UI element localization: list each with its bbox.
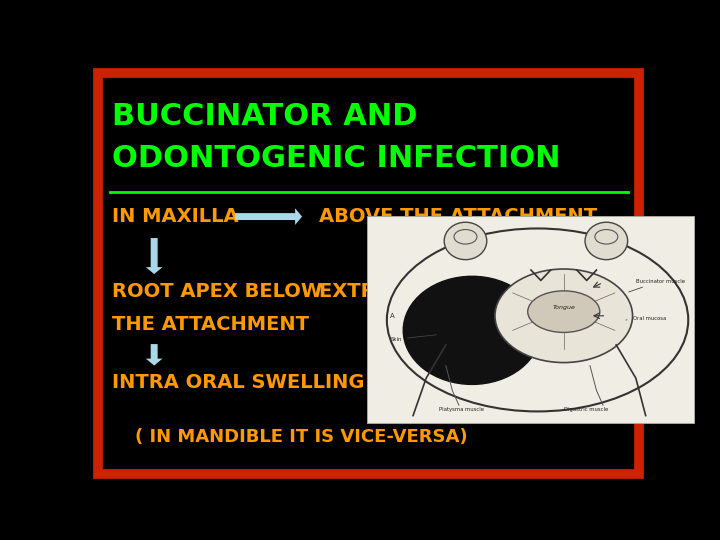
Text: THE ATTACHMENT: THE ATTACHMENT (112, 315, 310, 334)
Text: Skin: Skin (390, 335, 436, 342)
Ellipse shape (403, 276, 541, 384)
Text: Oral mucosa: Oral mucosa (626, 316, 666, 321)
Ellipse shape (585, 222, 628, 260)
Text: BUCCINATOR AND: BUCCINATOR AND (112, 102, 418, 131)
Text: INTRA ORAL SWELLING: INTRA ORAL SWELLING (112, 373, 365, 393)
Ellipse shape (387, 228, 688, 411)
Text: Platysma muscle: Platysma muscle (439, 407, 485, 412)
Text: Digastric muscle: Digastric muscle (564, 407, 608, 412)
Ellipse shape (528, 291, 600, 333)
Text: ABOVE THE ATTACHMENT: ABOVE THE ATTACHMENT (319, 207, 597, 226)
Text: IN MAXILLA: IN MAXILLA (112, 207, 239, 226)
Text: ODONTOGENIC INFECTION: ODONTOGENIC INFECTION (112, 144, 561, 173)
Text: EXTRA ORAL: EXTRA ORAL (319, 282, 456, 301)
Ellipse shape (495, 269, 633, 362)
Text: ( IN MANDIBLE IT IS VICE-VERSA): ( IN MANDIBLE IT IS VICE-VERSA) (135, 428, 467, 446)
Text: Tongue: Tongue (552, 305, 575, 310)
Ellipse shape (444, 222, 487, 260)
Text: A: A (390, 313, 395, 319)
Text: Buccinator muscle: Buccinator muscle (629, 279, 685, 292)
Text: ROOT APEX BELOW: ROOT APEX BELOW (112, 282, 323, 301)
